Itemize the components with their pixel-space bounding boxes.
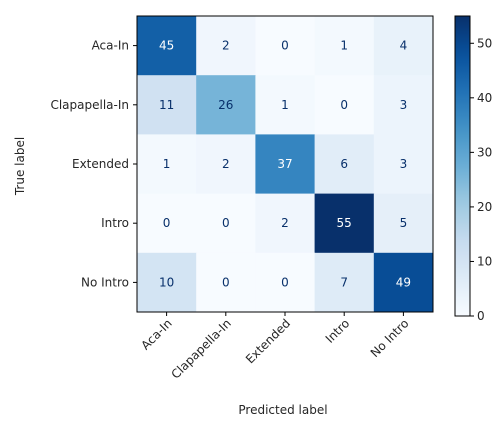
heatmap-cell [137, 134, 197, 195]
heatmap-cell [255, 75, 316, 135]
x-tick-label: Clapapella-In [168, 316, 233, 381]
cell-value-label: 3 [400, 157, 408, 171]
cell-value-label: 0 [222, 275, 230, 289]
heatmap-cell [137, 75, 197, 135]
heatmap-cell [314, 134, 375, 195]
cell-value-label: 4 [400, 39, 408, 53]
colorbar-tick-label: 0 [477, 309, 485, 323]
colorbar-tick-label: 10 [477, 254, 492, 268]
colorbar-tick-label: 20 [477, 200, 492, 214]
heatmap-cell [373, 252, 434, 313]
cell-value-label: 3 [400, 98, 408, 112]
cell-value-label: 0 [340, 98, 348, 112]
heatmap-cell [196, 75, 256, 135]
heatmap-cell [137, 193, 197, 254]
heatmap-cell [196, 252, 256, 313]
colorbar: 0 10 20 30 40 50 [454, 15, 492, 323]
y-tick-label: Clapapella-In [50, 98, 129, 112]
heatmap-cell [255, 252, 316, 313]
x-tick-label: No Intro [368, 316, 412, 360]
cell-value-label: 49 [396, 275, 411, 289]
cell-value-label: 2 [281, 216, 289, 230]
y-tick-label: Aca-In [92, 39, 129, 53]
heatmap-cell [314, 193, 375, 254]
cell-value-label: 10 [159, 275, 174, 289]
heatmap-cell [255, 16, 316, 76]
heatmap-cell [314, 16, 375, 76]
cell-value-label: 6 [340, 157, 348, 171]
y-axis-label: True label [13, 137, 27, 196]
cell-value-label: 0 [163, 216, 171, 230]
heatmap-cell [196, 16, 256, 76]
cell-value-label: 0 [281, 275, 289, 289]
cell-value-label: 0 [281, 39, 289, 53]
cell-value-label: 0 [222, 216, 230, 230]
heatmap-cells: 45 2 0 1 411 26 1 0 31 2 37 6 30 0 2 55 510 0 0 7 49 [137, 16, 434, 313]
cell-value-label: 5 [400, 216, 408, 230]
heatmap-cell [373, 134, 434, 195]
cell-value-label: 2 [222, 39, 230, 53]
cell-value-label: 1 [163, 157, 171, 171]
cell-value-label: 55 [337, 216, 352, 230]
heatmap-cell [373, 16, 434, 76]
heatmap-cell [373, 193, 434, 254]
x-tick-label: Aca-In [138, 316, 174, 352]
heatmap-cell [137, 252, 197, 313]
cell-value-label: 1 [281, 98, 289, 112]
x-axis-label: Predicted label [238, 403, 327, 417]
heatmap-cell [314, 252, 375, 313]
x-tick-label: Intro [323, 316, 353, 346]
heatmap-cell [196, 134, 256, 195]
cell-value-label: 1 [340, 39, 348, 53]
cell-value-label: 37 [277, 157, 292, 171]
cell-value-label: 26 [218, 98, 233, 112]
y-tick-label: Intro [101, 216, 129, 230]
y-tick-label: Extended [72, 157, 129, 171]
cell-value-label: 11 [159, 98, 174, 112]
cell-value-label: 7 [340, 275, 348, 289]
heatmap-cell [255, 134, 316, 195]
colorbar-gradient [454, 15, 471, 317]
cell-value-label: 2 [222, 157, 230, 171]
x-tick-label: Extended [243, 316, 293, 366]
heatmap-cell [314, 75, 375, 135]
colorbar-tick-label: 50 [477, 36, 492, 50]
y-axis: Aca-In Clapapella-In Extended Intro No Intro [50, 39, 137, 289]
colorbar-tick-label: 40 [477, 91, 492, 105]
heatmap-cell [137, 16, 197, 76]
heatmap-cell [373, 75, 434, 135]
heatmap-cell [255, 193, 316, 254]
cell-value-label: 45 [159, 39, 174, 53]
colorbar-tick-label: 30 [477, 145, 492, 159]
y-tick-label: No Intro [81, 275, 129, 289]
heatmap-cell [196, 193, 256, 254]
